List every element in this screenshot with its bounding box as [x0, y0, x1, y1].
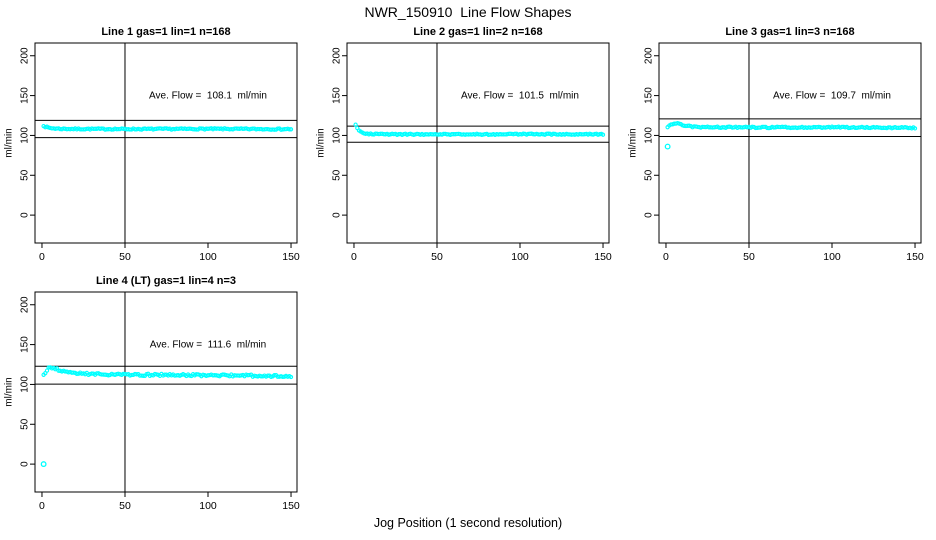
x-tick-label: 50 [431, 251, 443, 263]
x-tick-label: 0 [663, 251, 669, 263]
y-axis-title: ml/min [628, 128, 639, 157]
data-point [287, 127, 292, 132]
y-tick-label: 0 [20, 212, 31, 218]
y-tick-label: 200 [644, 47, 655, 64]
plot-box [34, 42, 298, 244]
x-tick-label: 100 [823, 251, 841, 263]
data-point [44, 368, 50, 373]
y-axis-title: ml/min [4, 128, 15, 157]
y-tick-label: 150 [20, 87, 31, 104]
outlier-point [40, 461, 47, 468]
x-tick-label: 0 [39, 500, 45, 512]
subplot-line-1: Line 1 gas=1 lin=1 n=168 0 50 100 150 200 0 50 1… [4, 26, 300, 263]
subplot-line-2: Line 2 gas=1 lin=2 n=168 0 50 100 150 200 0 50 1… [316, 26, 612, 263]
data-points [41, 123, 294, 132]
subplot-line-4: Line 4 (LT) gas=1 lin=4 n=3 0 50 100 150 200 0… [4, 275, 300, 512]
x-tick-label: 100 [511, 251, 529, 263]
y-tick-label: 200 [332, 47, 343, 64]
subplot-line-3: Line 3 gas=1 lin=3 n=168 0 50 100 150 200 0 50 1… [628, 26, 924, 263]
subplot-title: Line 3 gas=1 lin=3 n=168 [725, 26, 854, 38]
y-tick-label: 50 [20, 418, 31, 430]
y-tick-label: 0 [644, 212, 655, 218]
y-tick-label: 0 [20, 461, 31, 467]
x-tick-label: 100 [199, 500, 217, 512]
y-axis-title: ml/min [316, 128, 327, 157]
plot-box [346, 42, 610, 244]
y-tick-label: 50 [644, 169, 655, 181]
data-point [353, 122, 358, 127]
y-tick-label: 150 [644, 87, 655, 104]
figure-title: NWR_150910 Line Flow Shapes [364, 4, 572, 20]
outlier-point [664, 143, 671, 150]
data-point [141, 373, 146, 378]
data-point [288, 374, 294, 380]
x-tick-label: 150 [282, 251, 300, 263]
y-tick-label: 100 [20, 376, 31, 393]
x-tick-label: 100 [199, 251, 217, 263]
data-points [665, 120, 918, 131]
y-tick-label: 150 [332, 87, 343, 104]
avg-flow-annotation: Ave. Flow = 101.5 ml/min [461, 91, 579, 102]
x-tick-label: 0 [39, 251, 45, 263]
y-tick-label: 50 [20, 169, 31, 181]
y-tick-label: 100 [20, 127, 31, 144]
data-point [288, 127, 294, 132]
y-tick-label: 100 [332, 127, 343, 144]
y-tick-label: 100 [644, 127, 655, 144]
subplot-title: Line 1 gas=1 lin=1 n=168 [101, 26, 230, 38]
plot-box [658, 42, 922, 244]
x-axis-label: Jog Position (1 second resolution) [373, 516, 563, 530]
x-tick-label: 50 [743, 251, 755, 263]
data-points [353, 122, 606, 138]
x-tick-label: 50 [119, 251, 131, 263]
subplot-title: Line 2 gas=1 lin=2 n=168 [413, 26, 542, 38]
data-point [912, 126, 918, 131]
plot-box [34, 291, 298, 493]
data-point [600, 132, 606, 137]
subplot-title: Line 4 (LT) gas=1 lin=4 n=3 [96, 275, 236, 287]
y-tick-label: 200 [20, 296, 31, 313]
x-tick-label: 150 [594, 251, 612, 263]
y-tick-label: 150 [20, 336, 31, 353]
x-tick-label: 50 [119, 500, 131, 512]
y-tick-label: 0 [332, 212, 343, 218]
data-point [74, 371, 79, 377]
y-axis-title: ml/min [4, 377, 15, 406]
x-tick-label: 150 [906, 251, 924, 263]
data-point [272, 373, 277, 378]
x-tick-label: 150 [282, 500, 300, 512]
y-tick-label: 50 [332, 169, 343, 181]
avg-flow-annotation: Ave. Flow = 111.6 ml/min [150, 340, 266, 351]
x-tick-label: 0 [351, 251, 357, 263]
avg-flow-annotation: Ave. Flow = 109.7 ml/min [773, 91, 891, 102]
y-tick-label: 200 [20, 47, 31, 64]
avg-flow-annotation: Ave. Flow = 108.1 ml/min [149, 91, 267, 102]
data-points [41, 365, 294, 380]
